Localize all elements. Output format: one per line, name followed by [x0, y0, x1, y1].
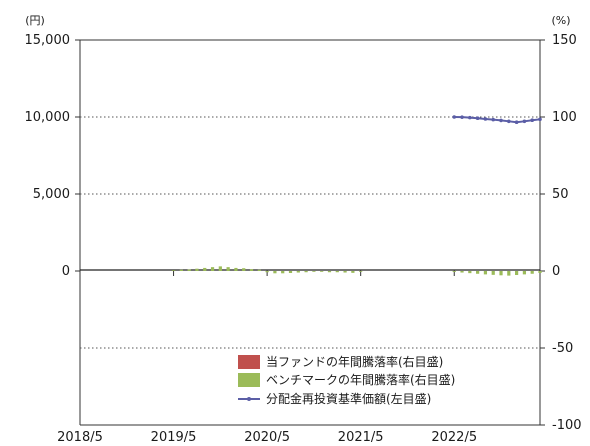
legend-label-fund: 当ファンドの年間騰落率(右目盛) [266, 354, 443, 369]
benchmark-bar [530, 271, 534, 274]
nav-point [452, 115, 457, 119]
benchmark-bar [210, 267, 215, 271]
nav-point [522, 119, 527, 124]
benchmark-bar [265, 271, 269, 273]
nav-line [454, 116, 541, 124]
benchmark-bar [507, 271, 511, 276]
benchmark-bar [522, 271, 527, 275]
nav-line-series [452, 115, 542, 125]
benchmark-bar [226, 267, 230, 271]
benchmark-bar [468, 271, 472, 274]
benchmark-bar [327, 271, 332, 273]
right-tick-label: 50 [552, 187, 569, 202]
right-tick-label: 100 [552, 110, 577, 125]
legend: 当ファンドの年間騰落率(右目盛) ベンチマークの年間騰落率(右目盛) 分配金再投… [238, 354, 455, 406]
benchmark-bar [296, 271, 300, 273]
left-axis-unit: (円) [25, 14, 45, 27]
right-tick-label: -50 [552, 341, 573, 356]
x-tick-label: 2022/5 [431, 430, 477, 445]
nav-point [538, 117, 542, 122]
legend-label-benchmark: ベンチマークの年間騰落率(右目盛) [266, 372, 455, 387]
benchmark-bar [483, 271, 488, 275]
benchmark-bar [187, 269, 191, 271]
nav-point [483, 117, 488, 121]
benchmark-bar [171, 270, 176, 272]
right-tick-label: 150 [552, 33, 577, 48]
benchmark-bar [320, 271, 324, 272]
nav-point [468, 115, 472, 120]
x-tick-label: 2019/5 [151, 430, 197, 445]
left-tick-label: 15,000 [25, 33, 71, 48]
nav-point [530, 118, 535, 123]
benchmark-bar [460, 271, 464, 273]
right-axis-ticks: -100 -50 0 50 100 150 [540, 33, 582, 433]
right-tick-label: 0 [552, 264, 560, 279]
legend-swatch-benchmark [238, 373, 260, 387]
nav-point [514, 120, 519, 125]
left-tick-label: 0 [62, 264, 70, 279]
benchmark-bar [203, 267, 207, 271]
nav-point [491, 117, 496, 122]
left-tick-label: 10,000 [25, 110, 71, 125]
benchmark-bar [288, 271, 293, 274]
benchmark-bar [538, 271, 542, 274]
nav-point [460, 115, 464, 119]
left-axis-ticks: 0 5,000 10,000 15,000 [25, 33, 80, 279]
right-tick-label: -100 [552, 418, 582, 433]
x-tick-label: 2020/5 [244, 430, 290, 445]
benchmark-bar [234, 267, 238, 271]
benchmark-bar [257, 269, 261, 271]
benchmark-bar [218, 266, 222, 271]
benchmark-bars [171, 266, 542, 276]
left-tick-label: 5,000 [33, 187, 70, 202]
benchmark-bar [242, 268, 246, 271]
x-tick-label: 2018/5 [57, 430, 103, 445]
legend-label-nav: 分配金再投資基準価額(左目盛) [266, 391, 431, 406]
benchmark-bar [195, 268, 199, 271]
benchmark-bar [351, 271, 355, 273]
nav-point [507, 119, 511, 124]
x-axis: 2018/5 2019/5 2020/5 2021/5 2022/5 [57, 270, 477, 445]
benchmark-bar [249, 269, 254, 271]
legend-swatch-nav-marker [247, 397, 251, 401]
benchmark-bar [304, 271, 308, 273]
benchmark-bar [476, 271, 480, 274]
nav-point [499, 118, 503, 123]
benchmark-bar [499, 271, 503, 276]
benchmark-bar [312, 271, 316, 272]
benchmark-bar [179, 269, 183, 271]
benchmark-bar [491, 271, 495, 275]
benchmark-bar [273, 271, 277, 274]
benchmark-bar [452, 271, 456, 272]
benchmark-bar [359, 271, 363, 272]
benchmark-bar [515, 271, 519, 276]
x-tick-label: 2021/5 [338, 430, 384, 445]
benchmark-bar [343, 271, 347, 273]
legend-swatch-fund [238, 355, 260, 369]
gridlines [80, 116, 540, 349]
right-axis-unit: (%) [551, 14, 570, 27]
nav-point [475, 116, 480, 121]
benchmark-bar [281, 271, 285, 274]
benchmark-bar [335, 271, 339, 273]
